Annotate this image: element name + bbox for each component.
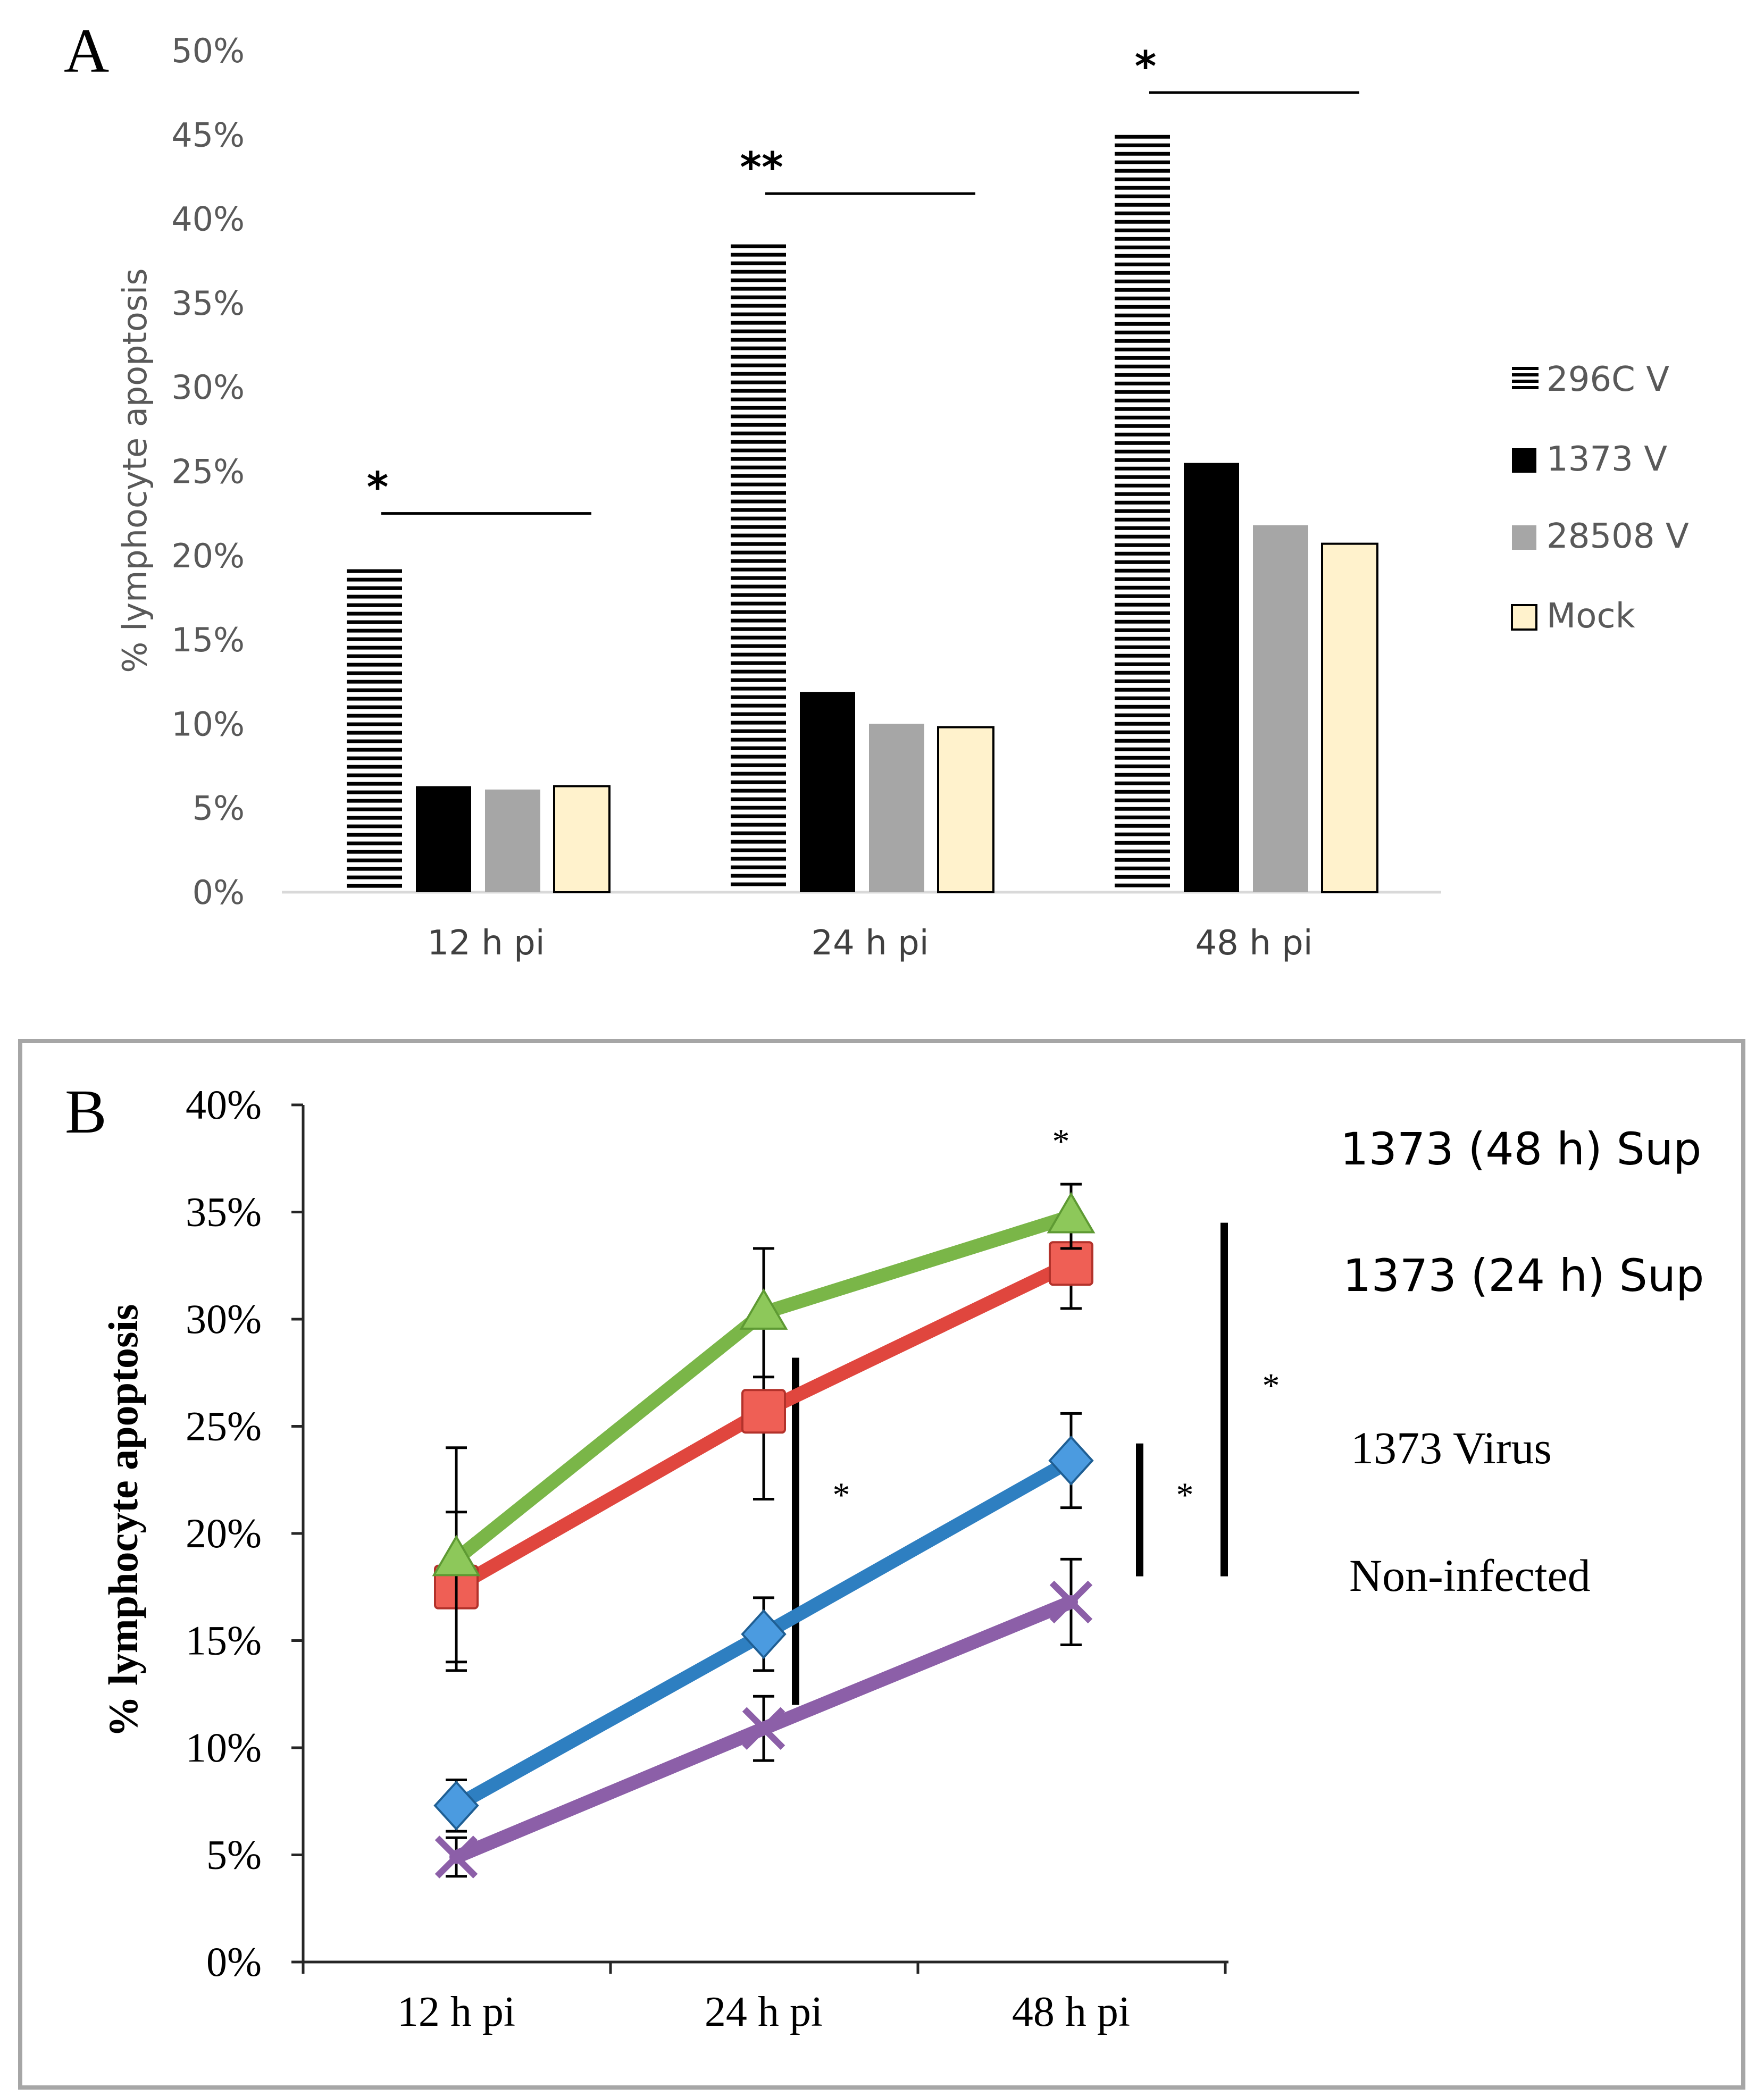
panel-b-frame — [18, 1039, 1745, 2090]
data-point-x — [1049, 1580, 1093, 1624]
y-tick-label: 45% — [171, 115, 245, 154]
legend-swatch-hatched — [1512, 367, 1539, 389]
panel-a-y-tick-labels: 0% 5% 10% 15% 20% 25% 30% 35% 40% 45% 50% — [171, 31, 245, 912]
panel-b-legend: 1373 (48 h) Sup 1373 (24 h) Sup 1373 Virus… — [1340, 1123, 1704, 1601]
y-tick-label: 35% — [171, 284, 245, 323]
legend-label: 1373 (48 h) Sup — [1340, 1123, 1701, 1175]
y-tick-label: 10% — [186, 1724, 262, 1771]
x-tick-label: 24 h pi — [811, 924, 929, 963]
y-tick-label: 40% — [171, 200, 245, 239]
y-tick-label: 50% — [171, 31, 245, 70]
x-tick-label: 12 h pi — [397, 1989, 515, 2035]
data-point-triangle — [739, 1288, 788, 1330]
panel-a-y-axis-label: % lymphocyte apoptosis — [115, 268, 154, 673]
panel-b-label: B — [65, 1077, 107, 1146]
y-tick-label: 30% — [171, 368, 245, 407]
data-point-x — [434, 1835, 478, 1879]
panel-b-x-ticks: 12 h pi 24 h pi 48 h pi — [302, 1962, 1227, 2035]
bar-1373v — [800, 692, 855, 892]
legend-label: Mock — [1546, 597, 1635, 636]
x-tick-label: 48 h pi — [1012, 1989, 1130, 2035]
legend-label: 1373 (24 h) Sup — [1343, 1250, 1704, 1302]
legend-swatch — [1512, 525, 1536, 550]
significance-star: * — [1263, 1366, 1280, 1405]
legend-label: 1373 Virus — [1351, 1422, 1552, 1473]
data-point-diamond — [741, 1609, 787, 1659]
significance-star: * — [1052, 1122, 1070, 1161]
y-tick-label: 0% — [206, 1939, 262, 1985]
x-tick-label: 24 h pi — [705, 1989, 823, 2035]
y-tick-label: 0% — [193, 873, 245, 912]
y-tick-label: 15% — [186, 1617, 262, 1664]
series-1373-virus — [433, 1412, 1094, 1833]
significance-star: * — [1176, 1475, 1194, 1514]
legend-label: Non-infected — [1349, 1550, 1591, 1601]
panel-a-x-tick-labels: 12 h pi 24 h pi 48 h pi — [427, 924, 1312, 963]
legend-label: 1373 V — [1546, 440, 1667, 479]
bar-1373v — [1184, 463, 1239, 892]
significance-star: * — [833, 1475, 850, 1514]
data-point-diamond — [433, 1780, 479, 1831]
significance-star: ** — [740, 144, 783, 192]
y-tick-label: 20% — [186, 1510, 262, 1556]
y-tick-label: 10% — [171, 705, 245, 743]
panel-a-bars — [347, 135, 1378, 894]
legend-label: 296C V — [1546, 360, 1669, 399]
y-tick-label: 5% — [206, 1832, 262, 1878]
data-point-x — [742, 1707, 785, 1750]
data-point-triangle — [432, 1535, 481, 1577]
legend-label: 28508 V — [1546, 517, 1689, 556]
panel-b-line-chart: B % lymphocyte apoptosis 0% 5% 10% 15% 20% 25… — [18, 1039, 1745, 2090]
data-point-square — [741, 1389, 786, 1434]
series-1373-48-h-sup — [432, 1183, 1096, 1672]
x-tick-label: 48 h pi — [1195, 924, 1312, 963]
panel-b-significance: * * * * — [792, 1122, 1280, 1705]
y-tick-label: 30% — [186, 1296, 262, 1342]
bar-mock — [553, 785, 611, 893]
y-tick-label: 15% — [171, 621, 245, 659]
bar-296cv — [1115, 135, 1170, 887]
y-tick-label: 20% — [171, 536, 245, 575]
y-tick-label: 25% — [186, 1403, 262, 1449]
y-tick-label: 25% — [171, 452, 245, 491]
panel-a-legend: 296C V 1373 V 28508 V Mock — [1511, 360, 1689, 636]
bar-28508v — [485, 789, 540, 892]
panel-a-label: A — [64, 16, 109, 86]
bar-296cv — [731, 244, 786, 886]
legend-swatch — [1511, 604, 1537, 631]
bar-mock — [1321, 542, 1378, 893]
significance-star: * — [1135, 43, 1157, 91]
legend-swatch — [1512, 448, 1536, 473]
significance-star: * — [367, 464, 389, 512]
panel-b-series — [432, 1183, 1096, 1879]
bar-28508v — [869, 724, 924, 892]
series-non-infected — [434, 1557, 1093, 1879]
y-tick-label: 35% — [186, 1189, 262, 1235]
bar-mock — [937, 726, 994, 894]
bar-1373v — [416, 786, 471, 892]
panel-a-significance: **** — [367, 43, 1359, 515]
data-point-diamond — [1048, 1436, 1094, 1486]
panel-b-y-ticks: 0% 5% 10% 15% 20% 25% 30% 35% 40% — [186, 1081, 303, 1985]
x-tick-label: 12 h pi — [427, 924, 545, 963]
data-point-triangle — [1047, 1192, 1096, 1234]
panel-a-bar-chart: A % lymphocyte apoptosis 0% 5% 10% 15% 20% 25… — [64, 16, 1689, 963]
y-tick-label: 5% — [193, 789, 245, 828]
panel-b-y-axis-label: % lymphocyte apoptosis — [100, 1304, 146, 1738]
bar-28508v — [1253, 525, 1308, 892]
bar-296cv — [347, 569, 402, 888]
y-tick-label: 40% — [186, 1081, 262, 1128]
